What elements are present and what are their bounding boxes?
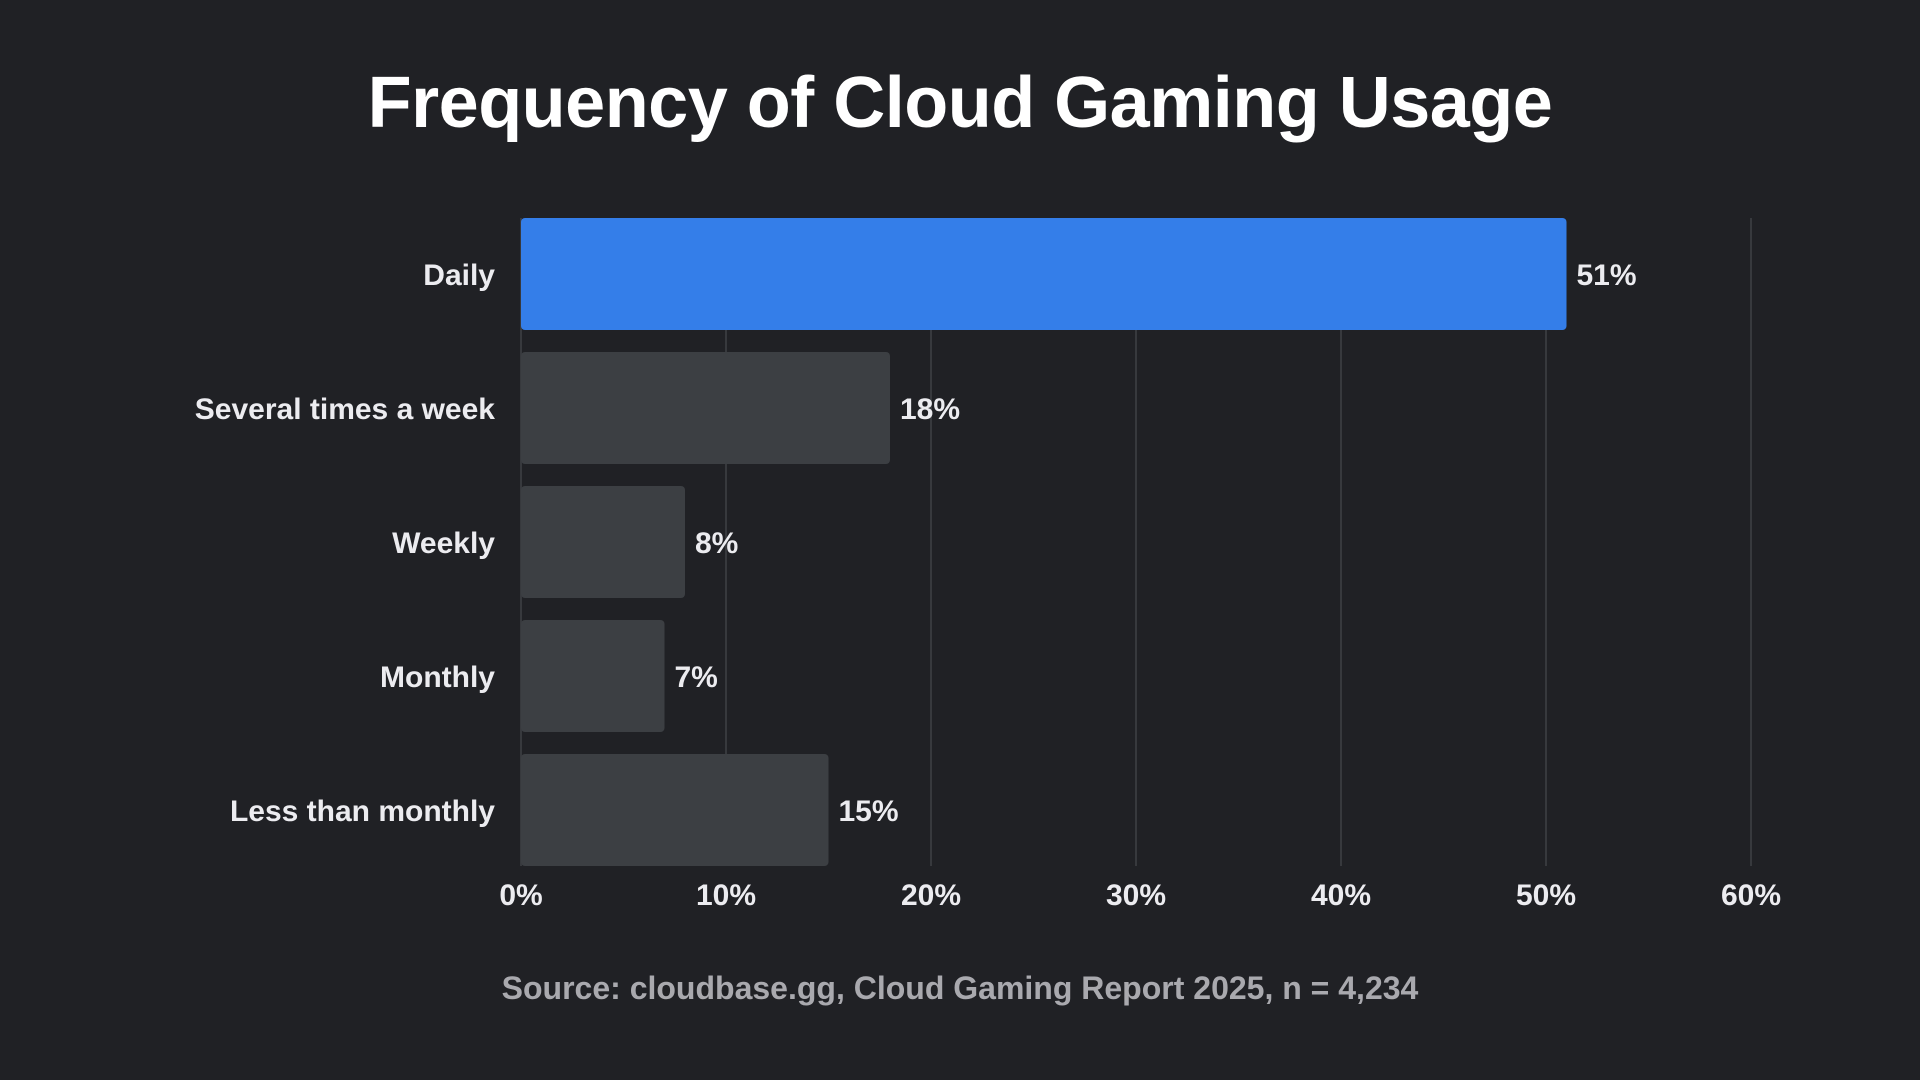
x-tick-label: 60% [1721,879,1781,912]
source-note: Source: cloudbase.gg, Cloud Gaming Repor… [501,970,1419,1006]
x-tick-label: 10% [696,879,756,912]
bar [521,352,890,464]
value-label: 8% [695,527,738,560]
value-label: 18% [900,393,960,426]
x-tick-label: 40% [1311,879,1371,912]
value-label: 7% [675,661,718,694]
bar [521,486,685,598]
bar [521,218,1567,330]
bar [521,754,829,866]
x-tick-label: 20% [901,879,961,912]
x-tick-label: 50% [1516,879,1576,912]
category-label: Weekly [392,527,495,560]
value-label: 51% [1577,259,1637,292]
bar [521,620,665,732]
category-label: Several times a week [195,393,496,426]
value-label: 15% [839,795,899,828]
category-label: Monthly [380,661,495,694]
x-tick-label: 0% [499,879,542,912]
x-tick-label: 30% [1106,879,1166,912]
category-label: Daily [423,259,495,292]
category-label: Less than monthly [230,795,495,828]
chart-title: Frequency of Cloud Gaming Usage [367,63,1553,143]
